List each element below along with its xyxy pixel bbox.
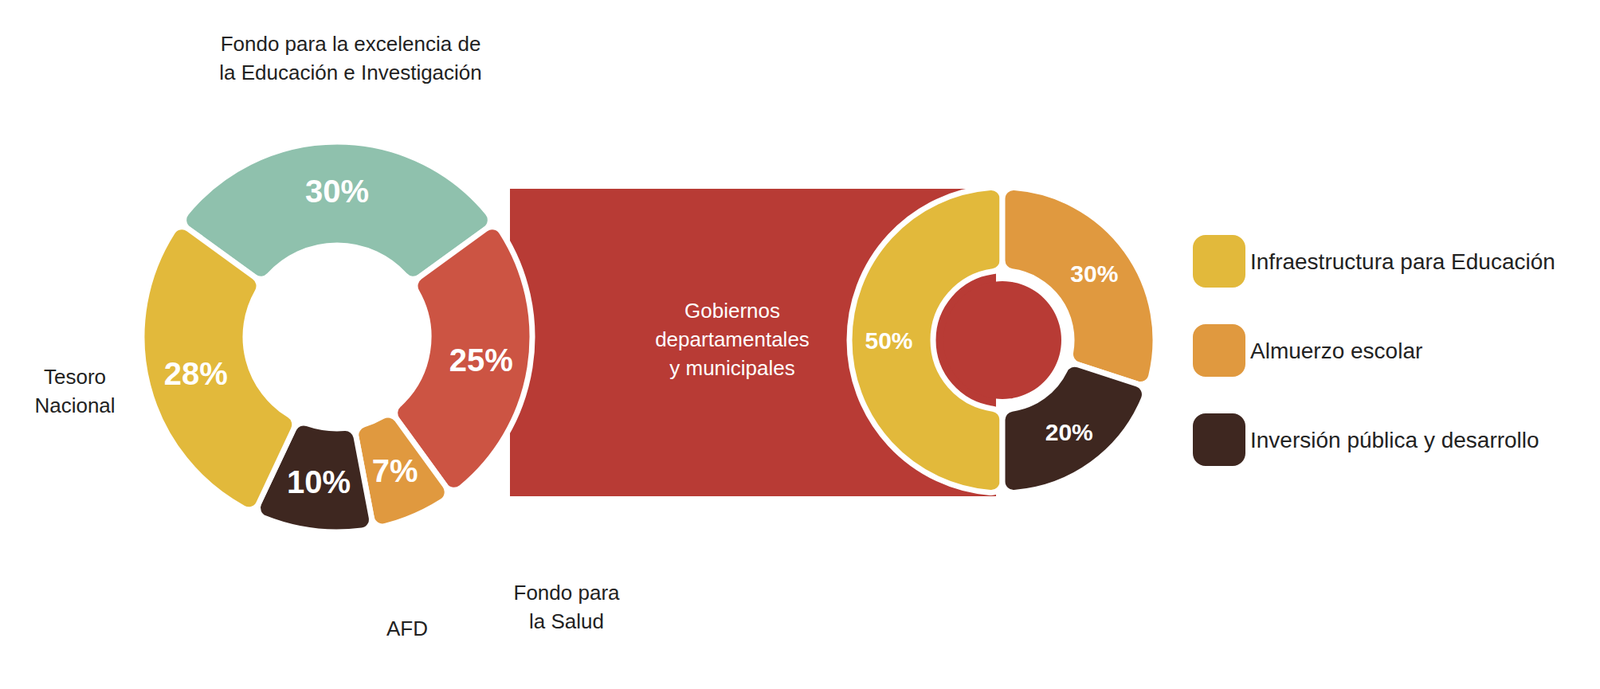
svg-text:y municipales: y municipales: [669, 356, 796, 381]
svg-text:25%: 25%: [449, 342, 514, 378]
svg-text:Fondo para la excelencia de: Fondo para la excelencia de: [220, 31, 482, 56]
svg-text:Almuerzo escolar: Almuerzo escolar: [1250, 338, 1423, 364]
svg-text:Tesoro: Tesoro: [43, 364, 106, 389]
svg-text:20%: 20%: [1045, 419, 1094, 446]
svg-text:Nacional: Nacional: [34, 393, 115, 418]
svg-text:Infraestructura para Educación: Infraestructura para Educación: [1250, 249, 1556, 275]
svg-text:30%: 30%: [1070, 260, 1118, 287]
svg-text:la Educación e Investigación: la Educación e Investigación: [219, 60, 483, 85]
svg-text:Inversión pública y desarrollo: Inversión pública y desarrollo: [1250, 427, 1540, 453]
svg-text:Fondo para: Fondo para: [513, 580, 621, 605]
svg-text:AFD: AFD: [386, 616, 428, 641]
svg-text:10%: 10%: [286, 464, 351, 500]
svg-text:30%: 30%: [305, 173, 369, 209]
svg-text:Gobiernos: Gobiernos: [684, 298, 781, 323]
svg-text:la Salud: la Salud: [529, 609, 604, 634]
svg-text:7%: 7%: [372, 453, 419, 489]
svg-text:28%: 28%: [164, 356, 228, 392]
svg-text:50%: 50%: [864, 327, 913, 354]
svg-text:departamentales: departamentales: [654, 327, 810, 352]
